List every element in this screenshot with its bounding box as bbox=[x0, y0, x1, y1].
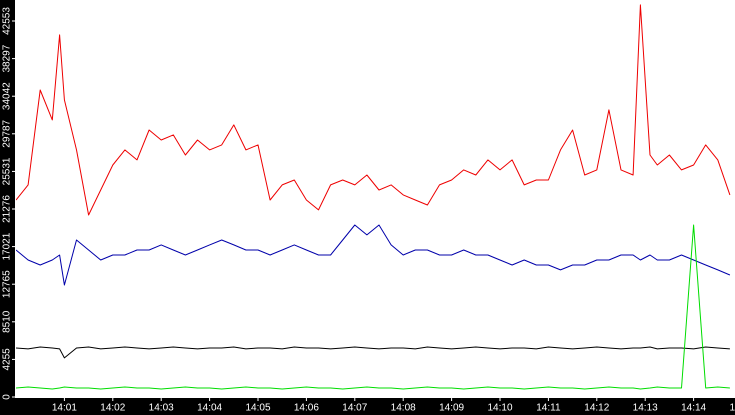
x-tick-label: 14:04 bbox=[197, 403, 222, 414]
series-line bbox=[16, 4, 731, 216]
x-tick-label: 14:15 bbox=[729, 403, 735, 414]
y-tick-label: 12765 bbox=[2, 270, 13, 298]
y-tick-label: 0 bbox=[2, 394, 13, 400]
plot-area bbox=[16, 4, 731, 390]
x-tick-label: 14:11 bbox=[536, 403, 561, 414]
x-axis-strip bbox=[0, 398, 735, 415]
y-tick-label: 34042 bbox=[2, 82, 13, 110]
series-line bbox=[16, 224, 731, 286]
x-tick-label: 14:09 bbox=[439, 403, 464, 414]
y-tick-label: 29787 bbox=[2, 119, 13, 147]
y-tick-label: 21276 bbox=[2, 195, 13, 223]
x-tick-label: 14:06 bbox=[294, 403, 319, 414]
x-tick-label: 14:08 bbox=[391, 403, 416, 414]
series-line bbox=[16, 346, 730, 359]
y-tick-label: 4255 bbox=[2, 348, 13, 371]
series-line bbox=[16, 224, 730, 390]
x-tick-label: 14:05 bbox=[245, 403, 270, 414]
y-axis-strip bbox=[0, 0, 15, 415]
y-tick-label: 17021 bbox=[2, 232, 13, 260]
y-tick-label: 38297 bbox=[2, 44, 13, 72]
x-tick-label: 14:10 bbox=[487, 403, 512, 414]
x-tick-label: 14:07 bbox=[342, 403, 367, 414]
x-tick-label: 14:03 bbox=[149, 403, 174, 414]
x-tick-label: 14:13 bbox=[633, 403, 658, 414]
x-tick-label: 14:12 bbox=[584, 403, 609, 414]
x-tick-label: 14:02 bbox=[100, 403, 125, 414]
x-tick-label: 14:01 bbox=[52, 403, 77, 414]
y-tick-label: 25531 bbox=[2, 157, 13, 185]
x-tick-label: 14:14 bbox=[681, 403, 706, 414]
y-tick-label: 8510 bbox=[2, 310, 13, 333]
y-tick-label: 42553 bbox=[2, 7, 13, 35]
